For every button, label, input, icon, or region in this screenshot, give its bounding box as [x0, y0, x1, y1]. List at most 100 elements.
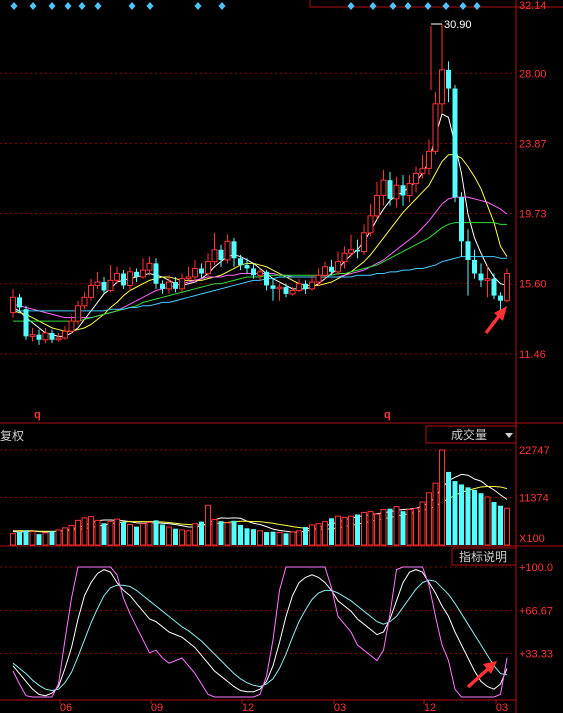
- volume-bar-up: [10, 533, 16, 546]
- volume-bar-up: [419, 501, 426, 546]
- candle-body-down: [498, 295, 503, 301]
- price-tick-label: 11.46: [519, 349, 546, 361]
- candle-body-down: [231, 241, 237, 259]
- volume-panel-title: 复权: [0, 429, 24, 443]
- indicator-gridlines: [0, 566, 516, 655]
- volume-bar-up: [315, 523, 322, 546]
- candle-body-up: [348, 249, 354, 254]
- volume-bar-up: [140, 523, 146, 546]
- candle-body-down: [355, 249, 360, 252]
- volume-tick-label: 11374: [519, 492, 549, 504]
- event-marker-icon: [78, 2, 86, 10]
- time-axis-labels: 06 09 12 03 12 03: [59, 700, 508, 713]
- volume-bar-down: [218, 521, 224, 545]
- candle-body-down: [478, 273, 484, 281]
- candle-body-down: [270, 285, 276, 289]
- up-arrow-annotation-indicator: [466, 661, 497, 689]
- volume-bar-down: [244, 528, 250, 545]
- volume-indicator-dropdown[interactable]: [425, 425, 517, 444]
- volume-bar-down: [17, 532, 22, 545]
- candle-body-up: [179, 278, 185, 290]
- volume-bar-up: [107, 521, 114, 546]
- volume-bar-up: [224, 522, 231, 546]
- event-marker-icon: [218, 2, 226, 10]
- event-marker-icon: [29, 2, 37, 10]
- price-axis-labels: 32.14 28.00 23.87 19.73 15.60 11.46: [519, 0, 547, 361]
- candle-body-up: [484, 278, 491, 281]
- indicator-tick-label: +100.0: [519, 562, 553, 574]
- candle-body-down: [199, 268, 204, 274]
- volume-bar-down: [36, 534, 42, 545]
- candle-body-down: [329, 266, 334, 272]
- candle-body-down: [238, 258, 243, 266]
- price-tick-label: 15.60: [519, 279, 547, 291]
- volume-bar-down: [199, 521, 204, 545]
- indicator-tick-label: +33.33: [519, 649, 553, 661]
- candle-body-down: [244, 265, 250, 269]
- x-tick-label: 06: [60, 702, 72, 713]
- volume-bar-down: [472, 489, 477, 545]
- volume-bar-down: [23, 530, 29, 545]
- candle-body-up: [426, 150, 432, 169]
- volume-bar-up: [413, 507, 419, 546]
- x-tick-label: 12: [424, 702, 436, 713]
- candle-body-up: [322, 266, 328, 276]
- x-tick-label: 12: [242, 702, 254, 713]
- candle-body-up: [55, 337, 62, 341]
- candle-body-down: [160, 283, 165, 289]
- candle-body-down: [446, 69, 451, 89]
- volume-bar-up: [276, 531, 283, 546]
- volume-bar-down: [153, 520, 159, 545]
- volume-bar-down: [283, 533, 289, 545]
- candle-body-up: [10, 296, 16, 314]
- volume-bar-up: [393, 506, 400, 546]
- volume-bar-up: [88, 516, 94, 546]
- candle-body-down: [400, 185, 406, 196]
- indicator-help-button[interactable]: [451, 547, 517, 566]
- volume-bar-up: [29, 531, 36, 546]
- volume-bar-down: [452, 481, 458, 545]
- candle-body-down: [121, 273, 126, 286]
- max-price-label: 30.90: [444, 19, 472, 31]
- volume-bar-down: [303, 527, 308, 545]
- volume-bar-down: [160, 524, 165, 545]
- candle-body-up: [127, 271, 133, 286]
- volume-bar-up: [367, 511, 374, 546]
- q-marker: q: [384, 409, 391, 421]
- candle-body-down: [153, 263, 159, 284]
- event-marker-icon: [369, 2, 377, 10]
- volume-bar-down: [478, 493, 484, 545]
- event-marker-icon: [128, 2, 136, 10]
- event-marker-icon: [389, 2, 397, 10]
- chevron-down-icon[interactable]: [505, 433, 513, 438]
- volume-bar-up: [426, 492, 432, 546]
- x-tick-label: 03: [496, 702, 508, 713]
- volume-gridlines: [0, 449, 516, 498]
- candle-body-down: [218, 249, 224, 260]
- candle-body-up: [335, 261, 341, 273]
- candle-body-up: [361, 232, 367, 252]
- price-tick-label: 32.14: [519, 0, 547, 12]
- candle-body-down: [264, 271, 269, 286]
- candle-body-up: [185, 276, 192, 280]
- volume-axis-labels: 22747 11374 X100: [519, 445, 550, 545]
- candle-body-up: [62, 330, 68, 339]
- volume-bar-down: [101, 523, 107, 545]
- price-tick-label: 23.87: [519, 138, 547, 150]
- candle-body-up: [211, 249, 218, 263]
- ma-line-ma10: [12, 154, 508, 332]
- volume-bar-up: [361, 511, 367, 546]
- candle-body-down: [465, 241, 471, 260]
- candle-body-up: [296, 283, 302, 292]
- volume-bar-down: [173, 528, 178, 545]
- indicator-line-k: [12, 569, 508, 697]
- candle-body-up: [166, 281, 172, 290]
- candle-body-down: [134, 271, 139, 277]
- indicator-axis-labels: +100.0 +66.67 +33.33: [519, 562, 553, 661]
- candle-body-up: [42, 332, 49, 341]
- candlestick-series: [10, 24, 510, 345]
- volume-bar-down: [121, 522, 126, 545]
- volume-bar-up: [94, 519, 101, 546]
- event-marker-icon: [404, 2, 412, 10]
